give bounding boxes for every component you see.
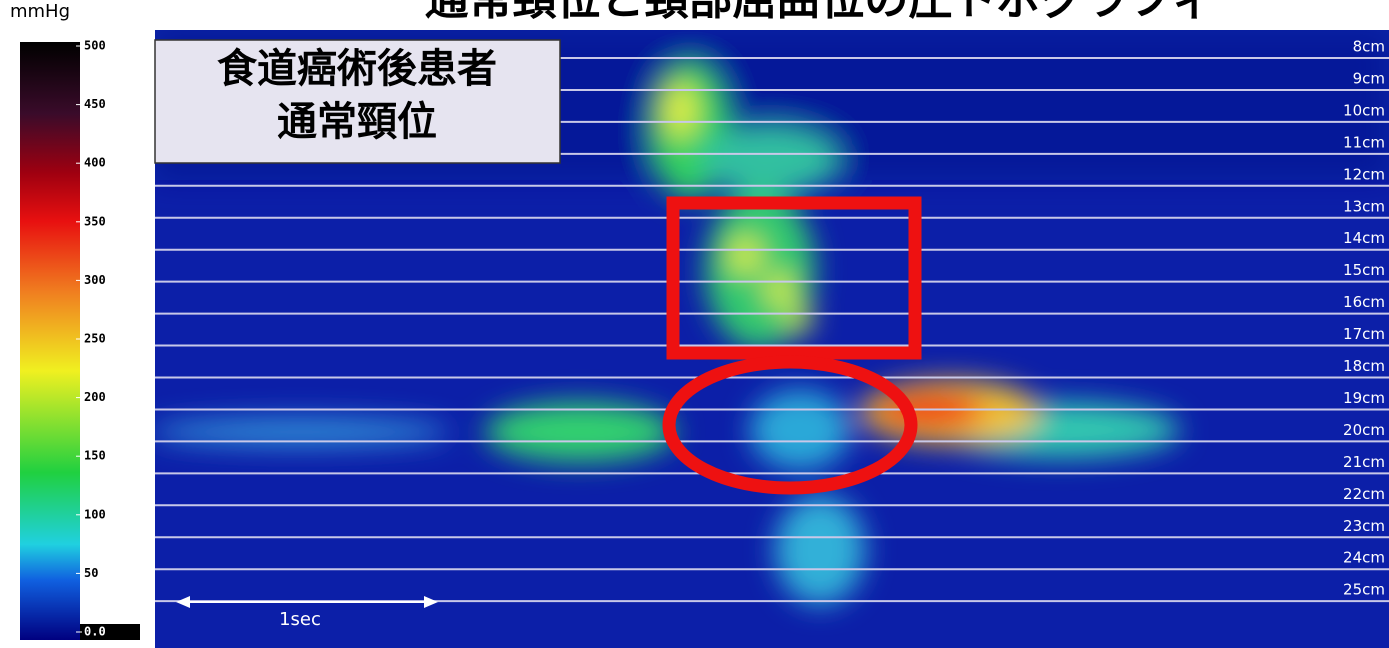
depth-label: 9cm — [1353, 69, 1385, 87]
depth-label: 25cm — [1343, 581, 1385, 599]
annotation-line: 通常頸位 — [277, 99, 437, 145]
highlight-ellipse — [662, 355, 918, 495]
depth-label: 17cm — [1343, 325, 1385, 343]
colorbar-tick-label: 200 — [84, 390, 106, 404]
colorbar-tick-label: 300 — [84, 273, 106, 287]
colorbar-tick-label: 500 — [84, 39, 106, 53]
depth-label: 19cm — [1343, 389, 1385, 407]
depth-label: 10cm — [1343, 101, 1385, 119]
colorbar-tick-label: 0.0 — [84, 625, 106, 639]
scale-label: 1sec — [279, 609, 321, 630]
depth-label: 16cm — [1343, 293, 1385, 311]
arrowhead — [424, 596, 438, 608]
annotation-box — [154, 39, 561, 164]
tick-label-bg — [80, 624, 140, 640]
colorbar-tick-label: 250 — [84, 332, 106, 346]
depth-label: 13cm — [1343, 197, 1385, 215]
annotation-line: 食道癌術後患者 — [217, 46, 497, 92]
depth-label: 12cm — [1343, 165, 1385, 183]
colorbar-unit: mmHg — [10, 1, 70, 22]
depth-label: 11cm — [1343, 133, 1385, 151]
depth-label: 23cm — [1343, 517, 1385, 535]
colorbar-tick-label: 150 — [84, 449, 106, 463]
colorbar — [20, 42, 80, 640]
highlight-rect — [666, 196, 922, 360]
colorbar-tick-label: 100 — [84, 507, 106, 521]
colorbar-tick-label: 400 — [84, 156, 106, 170]
depth-label: 21cm — [1343, 453, 1385, 471]
depth-label: 24cm — [1343, 549, 1385, 567]
depth-label: 14cm — [1343, 229, 1385, 247]
title: 通常頸位と頸部屈曲位の圧トポグラフィ — [424, 0, 1215, 25]
depth-label: 20cm — [1343, 421, 1385, 439]
depth-label: 18cm — [1343, 357, 1385, 375]
arrowhead — [176, 596, 190, 608]
depth-label: 8cm — [1353, 38, 1385, 56]
colorbar-tick-label: 450 — [84, 97, 106, 111]
depth-label: 22cm — [1343, 485, 1385, 503]
depth-label: 15cm — [1343, 261, 1385, 279]
colorbar-tick-label: 50 — [84, 566, 98, 580]
colorbar-tick-label: 350 — [84, 214, 106, 228]
